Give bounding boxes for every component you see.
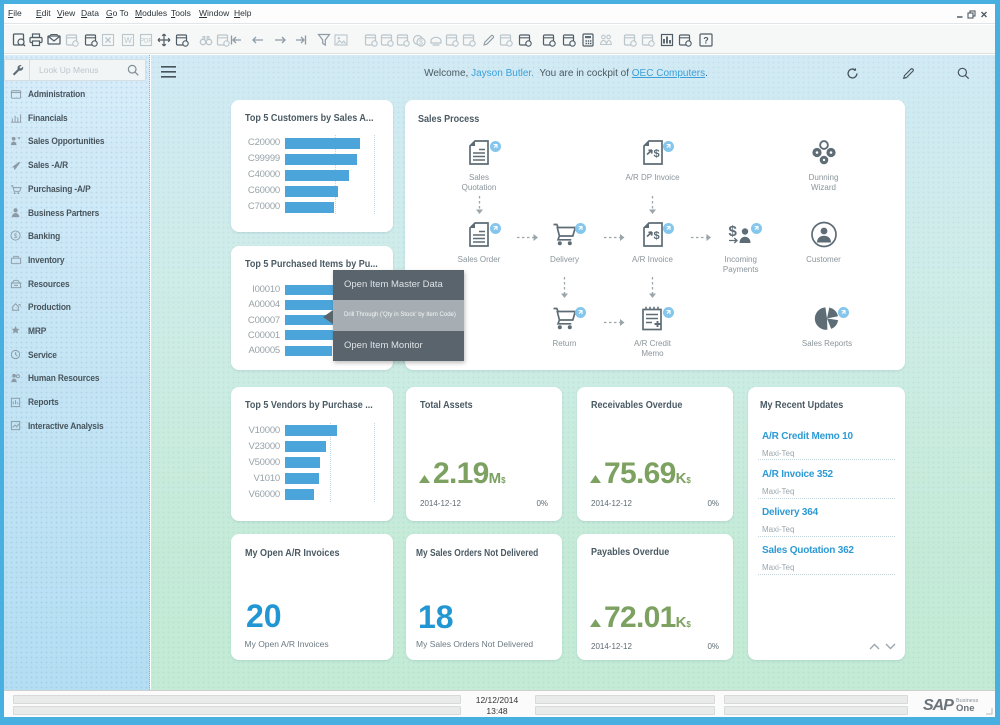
svg-text:$: $ [653, 148, 659, 160]
svg-text:$: $ [419, 40, 423, 47]
svg-text:$: $ [653, 230, 659, 242]
svg-text:One: One [956, 703, 974, 714]
svg-text:$: $ [14, 233, 18, 240]
svg-text:PDF: PDF [140, 39, 152, 45]
svg-text:$: $ [728, 223, 737, 240]
svg-text:W: W [124, 36, 132, 45]
svg-text:SAP: SAP [923, 697, 954, 714]
svg-text:Business: Business [956, 698, 979, 704]
svg-text:?: ? [703, 36, 709, 46]
